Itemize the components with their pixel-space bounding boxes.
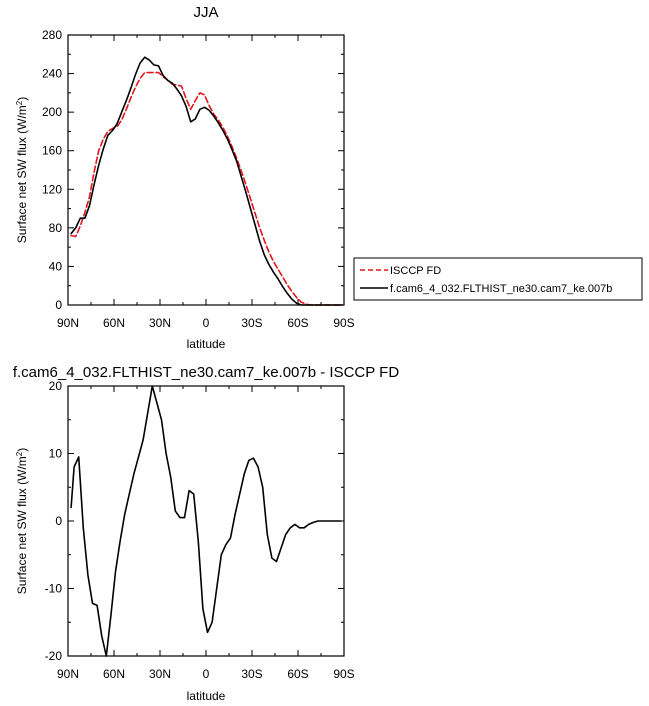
difference-series-line [70, 385, 342, 657]
y-tick-label: 120 [42, 182, 62, 196]
x-tick-label: 60S [287, 667, 308, 681]
y-tick-label: 0 [55, 514, 62, 528]
x-tick-label: 0 [203, 667, 210, 681]
x-tick-label: 30N [149, 316, 171, 330]
y-axis-label: Surface net SW flux (W/m2) [15, 97, 29, 243]
x-tick-label: 30S [241, 667, 262, 681]
y-tick-label: 10 [49, 447, 63, 461]
y-tick-label: 40 [49, 259, 63, 273]
model-series-line [70, 56, 344, 306]
x-tick-label: 60S [287, 316, 308, 330]
x-tick-label: 90N [57, 667, 79, 681]
legend-box [353, 257, 643, 301]
x-tick-label: 30N [149, 667, 171, 681]
plot-frame [67, 385, 345, 657]
climatology-panel: JJA 90N 60N 30N 0 30S 60S 90S 0 40 80 120 160 200 240… [15, 4, 355, 351]
y-tick-label: -10 [45, 582, 63, 596]
y-tick-label: 20 [49, 379, 63, 393]
legend-label-isccp: ISCCP FD [390, 265, 441, 277]
panel-title: f.cam6_4_032.FLTHIST_ne30.cam7_ke.007b -… [13, 364, 399, 381]
legend: ISCCP FD f.cam6_4_032.FLTHIST_ne30.cam7_… [353, 257, 643, 301]
panel-title: JJA [193, 4, 218, 21]
x-tick-label: 90S [333, 667, 354, 681]
x-tick-label: 90N [57, 316, 79, 330]
y-tick-label: 280 [42, 28, 62, 42]
y-tick-label: 240 [42, 67, 62, 81]
legend-label-model: f.cam6_4_032.FLTHIST_ne30.cam7_ke.007b [390, 283, 612, 295]
x-tick-label: 60N [103, 667, 125, 681]
y-tick-label: -20 [45, 649, 63, 663]
isccp-series-line [70, 71, 344, 306]
x-tick-label: 0 [203, 316, 210, 330]
x-axis-label: latitude [187, 337, 226, 351]
x-axis-label: latitude [187, 689, 226, 703]
plot-frame [67, 34, 345, 306]
y-tick-label: 0 [55, 298, 62, 312]
y-tick-label: 200 [42, 105, 62, 119]
x-tick-label: 30S [241, 316, 262, 330]
difference-panel: f.cam6_4_032.FLTHIST_ne30.cam7_ke.007b -… [13, 364, 399, 703]
y-tick-label: 160 [42, 144, 62, 158]
y-axis-label: Surface net SW flux (W/m2) [15, 448, 29, 594]
x-tick-label: 90S [333, 316, 354, 330]
x-tick-label: 60N [103, 316, 125, 330]
y-tick-label: 80 [49, 221, 63, 235]
